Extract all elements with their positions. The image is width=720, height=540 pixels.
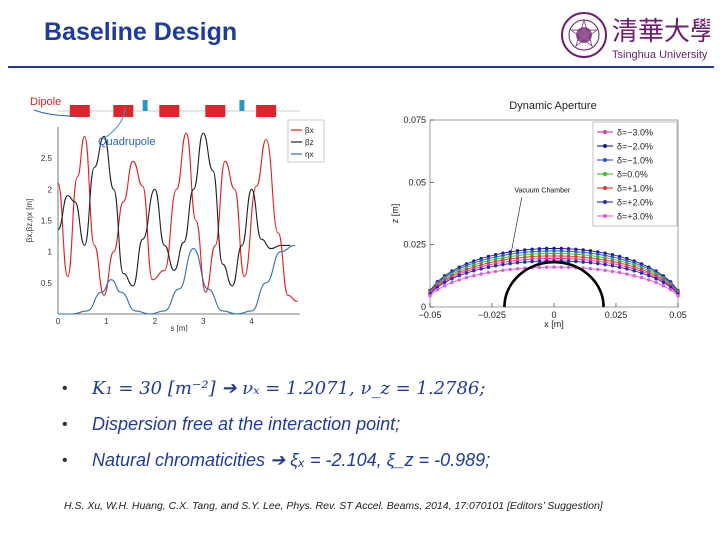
da-title: Dynamic Aperture <box>509 100 596 112</box>
dipole-magnet <box>256 105 277 117</box>
da-x-tick: −0.025 <box>478 310 506 320</box>
dipole-magnet <box>69 105 90 117</box>
bullet-marker: • <box>62 380 68 397</box>
lattice-y-tick: 2.5 <box>41 154 53 163</box>
da-axes: −0.05 −0.025 0 0.025 0.05 0 0.025 0.05 0.075 x [m… <box>390 115 687 329</box>
lattice-x-tick: 3 <box>201 317 206 326</box>
da-y-tick: 0 <box>421 302 426 312</box>
dipole-magnet <box>205 105 226 117</box>
da-series-line-1 <box>429 247 679 291</box>
da-x-tick: 0.05 <box>669 310 687 320</box>
series-line-1 <box>57 132 291 287</box>
da-series-line-3 <box>429 252 679 293</box>
da-y-tick: 0.05 <box>408 177 426 187</box>
legend-label: βz <box>305 138 314 147</box>
dipole-magnet <box>113 105 134 117</box>
lattice-x-tick: 0 <box>56 317 61 326</box>
legend-label: δ=−2.0% <box>617 142 653 152</box>
lattice-functions-chart: 0 1 2 3 4 0.5 1 1.5 2 2.5 s [m] βx,βz,ηx [m] βx βz ηx… <box>25 96 325 332</box>
da-y-tick: 0.025 <box>403 240 426 250</box>
da-points: Vacuum Chamber <box>428 187 680 308</box>
legend-label: βx <box>305 126 314 135</box>
legend-label: ηx <box>305 150 313 159</box>
tsinghua-logo: 清華大學 Tsinghua University <box>561 12 710 61</box>
legend-label: δ=+3.0% <box>617 212 653 222</box>
series-line-2 <box>58 244 296 315</box>
legend-marker <box>603 158 607 162</box>
bullet-marker: • <box>62 416 68 433</box>
logo-chinese-name: 清華大學 <box>612 16 710 46</box>
da-y-label: z [m] <box>390 204 400 224</box>
da-legend: δ=−3.0% δ=−2.0% δ=−1.0% δ=0.0% δ=+1.0% δ=+2.0… <box>592 121 678 227</box>
legend-marker <box>603 200 607 204</box>
lattice-x-tick: 2 <box>153 317 158 326</box>
bullet-marker: • <box>62 452 68 469</box>
legend-marker <box>603 172 607 176</box>
reference-citation: H.S. Xu, W.H. Huang, C.X. Tang, and S.Y.… <box>64 500 603 512</box>
slide-title: Baseline Design <box>44 18 238 46</box>
lattice-elements <box>58 100 300 117</box>
vacuum-chamber-label: Vacuum Chamber <box>514 187 571 194</box>
lattice-y-tick: 2 <box>48 185 53 194</box>
dipole-magnet <box>159 105 180 117</box>
da-legend-box <box>592 121 678 227</box>
lattice-axes: 0 1 2 3 4 0.5 1 1.5 2 2.5 s [m] βx,βz,ηx [m] <box>25 127 300 332</box>
bullet-chromaticity-text: Natural chromaticities ➔ ξₓ = -2.104, ξ_… <box>92 450 491 470</box>
lattice-x-tick: 1 <box>104 317 109 326</box>
da-x-label: x [m] <box>544 319 564 329</box>
bullet-list: • K₁ = 30 [m⁻²] ➔ νₓ = 1.2071, ν_z = 1.2… <box>62 378 702 486</box>
legend-label: δ=+2.0% <box>617 198 653 208</box>
quadrupole-magnet <box>239 100 245 111</box>
legend-marker <box>603 214 607 218</box>
quadrupole-magnet <box>142 100 148 111</box>
legend-marker <box>603 186 607 190</box>
legend-label: δ=+1.0% <box>617 184 653 194</box>
lattice-y-label: βx,βz,ηx [m] <box>25 199 34 242</box>
lattice-y-tick: 1 <box>48 248 53 257</box>
quadrupole-label: Quadrupole <box>98 136 156 148</box>
da-series-line-6 <box>429 266 679 297</box>
series-line-0 <box>57 132 298 303</box>
lattice-legend-box <box>287 119 325 163</box>
da-series-line-2 <box>429 250 679 292</box>
lattice-x-tick: 4 <box>249 317 254 326</box>
bullet-dispersion: • Dispersion free at the interaction poi… <box>62 414 702 450</box>
dynamic-aperture-chart: Dynamic Aperture −0.05 −0.025 0 0.025 0.05 0 0… <box>390 100 687 329</box>
legend-label: δ=−1.0% <box>617 156 653 166</box>
lattice-y-tick: 1.5 <box>41 217 53 226</box>
vacuum-chamber-outline <box>503 260 605 308</box>
legend-marker <box>603 144 607 148</box>
bullet-dispersion-text: Dispersion free at the interaction point… <box>92 414 401 434</box>
dipole-arrow <box>33 109 76 117</box>
legend-label: δ=0.0% <box>617 170 648 180</box>
da-x-tick: 0 <box>551 310 556 320</box>
dipole-label: Dipole <box>30 96 61 108</box>
bullet-chromaticity: • Natural chromaticities ➔ ξₓ = -2.104, … <box>62 450 702 486</box>
lattice-legend: βx βz ηx <box>287 119 325 163</box>
lattice-lines <box>57 132 298 315</box>
vacuum-chamber-arrow <box>509 197 523 263</box>
da-series-line-4 <box>429 255 679 293</box>
logo-english-name: Tsinghua University <box>612 49 708 61</box>
da-x-tick: −0.05 <box>419 310 442 320</box>
legend-label: δ=−3.0% <box>617 128 653 138</box>
da-x-tick: 0.025 <box>605 310 628 320</box>
quadrupole-arrow <box>105 107 126 138</box>
da-y-tick: 0.075 <box>403 115 426 125</box>
lattice-y-tick: 0.5 <box>41 279 53 288</box>
lattice-x-label: s [m] <box>170 324 187 332</box>
title-divider <box>8 66 714 68</box>
bullet-tune-text: K₁ = 30 [m⁻²] ➔ νₓ = 1.2071, ν_z = 1.278… <box>92 378 486 399</box>
legend-marker <box>603 130 607 134</box>
university-seal-icon <box>561 12 607 58</box>
bullet-tune: • K₁ = 30 [m⁻²] ➔ νₓ = 1.2071, ν_z = 1.2… <box>62 378 702 414</box>
da-series-line-0 <box>429 257 679 294</box>
